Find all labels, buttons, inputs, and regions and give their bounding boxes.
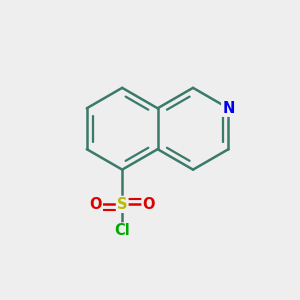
Text: O: O: [89, 197, 102, 212]
Text: Cl: Cl: [114, 224, 130, 238]
Text: O: O: [142, 197, 155, 212]
Text: N: N: [222, 101, 235, 116]
Text: S: S: [117, 197, 128, 212]
